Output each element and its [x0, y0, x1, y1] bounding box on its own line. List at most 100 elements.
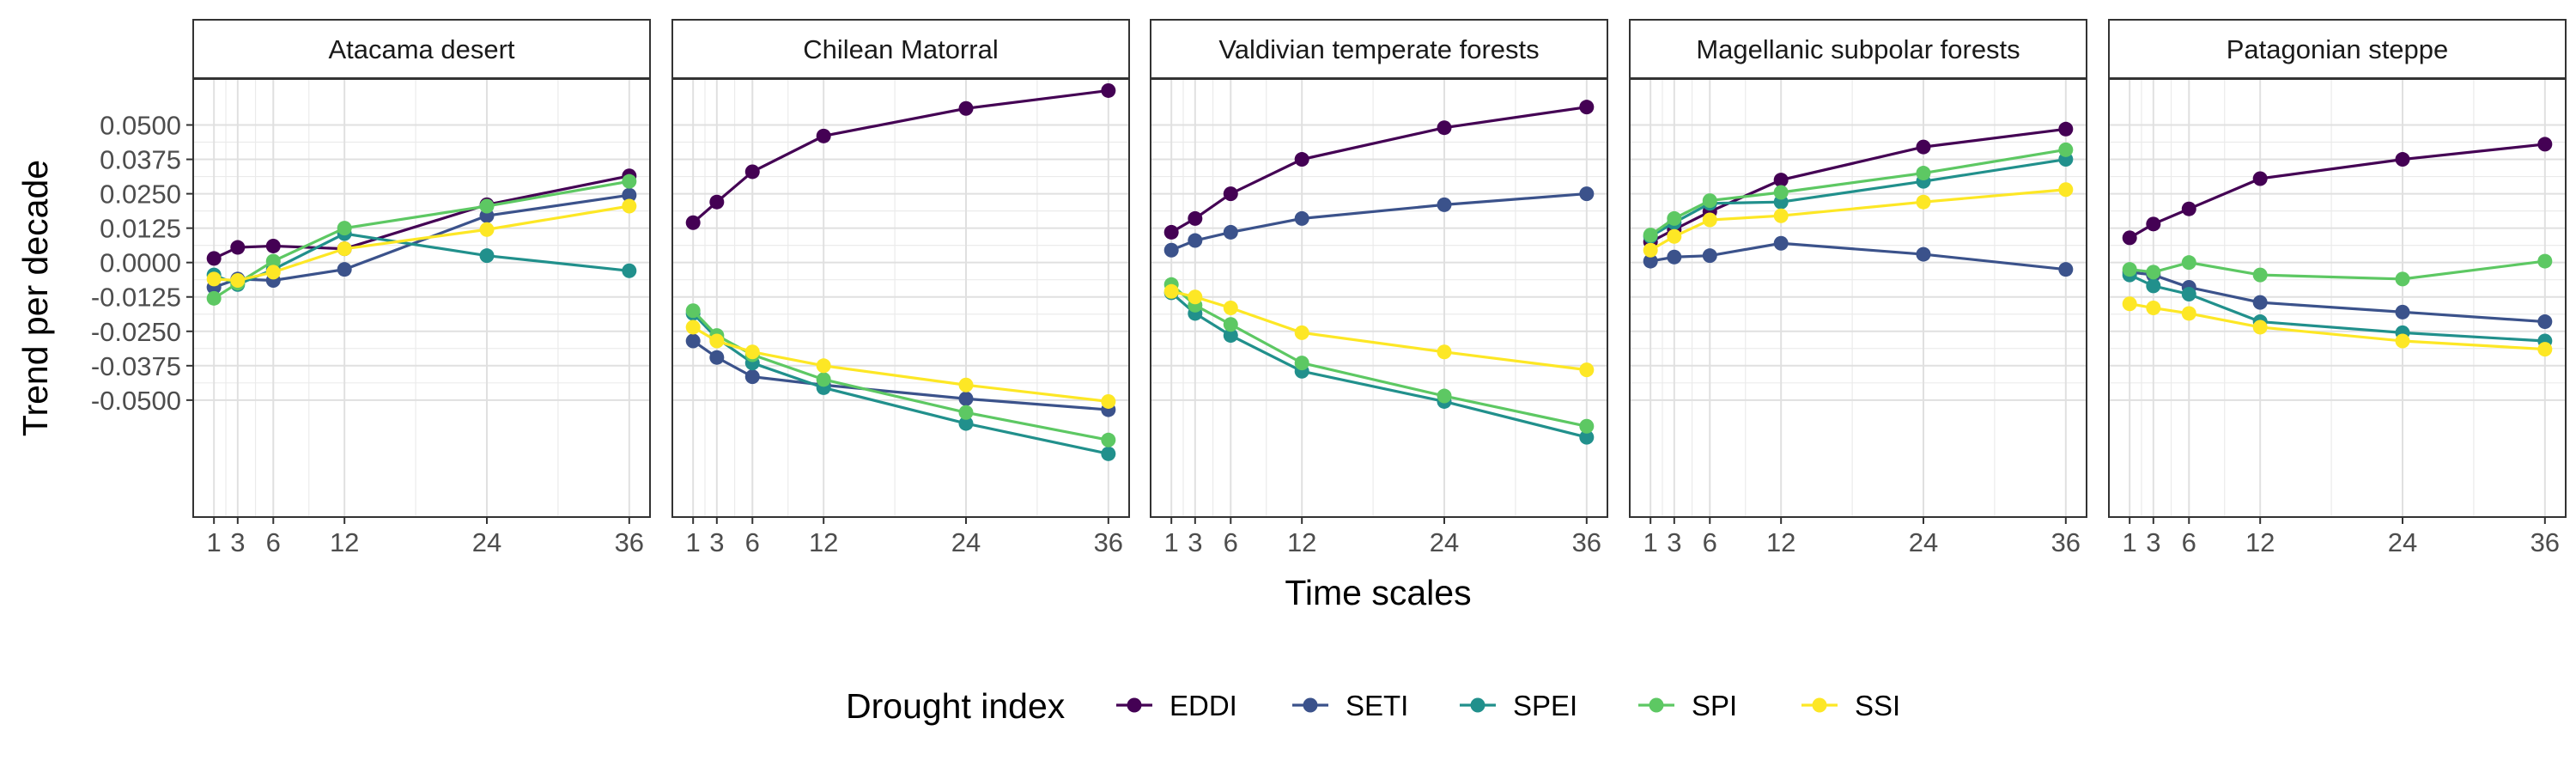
data-point: [1916, 194, 1931, 210]
data-point: [2058, 142, 2074, 157]
x-tick-label: 24: [1909, 527, 1938, 557]
data-point: [2537, 314, 2553, 330]
gridlines: [1630, 79, 2087, 517]
data-point: [2395, 271, 2410, 287]
data-point: [1437, 344, 1452, 360]
x-tick-label: 24: [1430, 527, 1459, 557]
y-tick-label: 0.0250: [100, 180, 181, 210]
x-tick-label: 3: [230, 527, 245, 557]
data-point: [709, 194, 725, 210]
series-seti: [1643, 235, 2074, 277]
data-point: [685, 303, 701, 319]
data-point: [1188, 233, 1203, 248]
data-point: [709, 333, 725, 349]
x-tick-label: 36: [2051, 527, 2081, 557]
series-ssi: [206, 198, 637, 288]
y-tick-label: -0.0375: [91, 351, 181, 381]
data-point: [2058, 182, 2074, 198]
data-point: [622, 187, 637, 203]
data-point: [1223, 301, 1238, 316]
panel-border: [2108, 78, 2567, 518]
data-point: [2058, 262, 2074, 277]
data-point: [1702, 248, 1717, 264]
data-point: [1223, 317, 1238, 332]
data-point: [1579, 418, 1595, 434]
legend-label: EDDI: [1170, 690, 1237, 721]
x-tick-label: 1: [686, 527, 701, 557]
x-tick-label: 1: [1164, 527, 1179, 557]
x-tick-label: 6: [745, 527, 760, 557]
data-point: [2252, 320, 2268, 335]
data-point: [2146, 265, 2161, 280]
x-tick-label: 6: [2182, 527, 2196, 557]
data-point: [1163, 224, 1179, 240]
legend-item-eddi: EDDI: [1116, 690, 1237, 721]
legend-label: SSI: [1855, 690, 1900, 721]
legend-item-seti: SETI: [1292, 690, 1408, 721]
data-point: [1916, 139, 1931, 155]
legend-label: SPEI: [1513, 690, 1577, 721]
legend-key-point: [1649, 697, 1664, 713]
data-point: [1437, 120, 1452, 136]
legend-title: Drought index: [846, 686, 1066, 726]
data-point: [685, 320, 701, 335]
x-axis: 1 3 6 12 24 36: [686, 517, 1123, 557]
panel-border: [192, 78, 651, 518]
y-tick-label: -0.0125: [91, 283, 181, 313]
data-point: [2395, 152, 2410, 167]
data-point: [685, 215, 701, 230]
data-point: [2537, 253, 2553, 269]
data-point: [2537, 342, 2553, 357]
series-ssi: [685, 320, 1116, 409]
x-tick-label: 1: [207, 527, 222, 557]
legend-label: SPI: [1692, 690, 1737, 721]
data-point: [1101, 82, 1116, 98]
x-tick-label: 24: [472, 527, 501, 557]
data-point: [958, 416, 974, 431]
data-point: [1188, 210, 1203, 226]
data-point: [265, 265, 281, 280]
data-point: [1667, 249, 1682, 265]
data-point: [2122, 262, 2137, 277]
data-point: [744, 164, 760, 180]
data-point: [1643, 228, 1658, 243]
gridlines: [1151, 79, 1607, 517]
facet-title: Magellanic subpolar forests: [1696, 34, 2020, 64]
data-point: [2252, 171, 2268, 186]
x-axis: 1 3 6 12 24 36: [2123, 517, 2560, 557]
data-point: [622, 263, 637, 278]
panel-border: [1150, 78, 1608, 518]
data-point: [1101, 393, 1116, 409]
data-point: [2181, 255, 2196, 271]
data-point: [337, 241, 352, 257]
x-tick-label: 1: [1643, 527, 1658, 557]
data-point: [1294, 210, 1309, 226]
plot-background: [193, 79, 650, 517]
x-tick-label: 1: [2123, 527, 2137, 557]
data-point: [230, 240, 246, 255]
data-point: [622, 173, 637, 189]
data-point: [2146, 216, 2161, 232]
data-point: [709, 350, 725, 365]
x-tick-label: 12: [1766, 527, 1795, 557]
data-point: [2252, 267, 2268, 283]
plot-background: [1151, 79, 1607, 517]
panel-border: [1629, 78, 2087, 518]
x-tick-label: 36: [1094, 527, 1123, 557]
data-point: [1437, 388, 1452, 404]
data-point: [816, 358, 831, 374]
data-point: [1702, 212, 1717, 228]
y-tick-label: 0.0000: [100, 248, 181, 278]
facet-strip: [2108, 19, 2567, 79]
data-point: [958, 100, 974, 116]
data-point: [1643, 242, 1658, 258]
data-point: [1579, 429, 1595, 445]
data-point: [2181, 306, 2196, 321]
facet-title: Chilean Matorral: [803, 34, 998, 64]
data-point: [1667, 228, 1682, 244]
data-point: [1702, 193, 1717, 209]
data-point: [265, 238, 281, 253]
